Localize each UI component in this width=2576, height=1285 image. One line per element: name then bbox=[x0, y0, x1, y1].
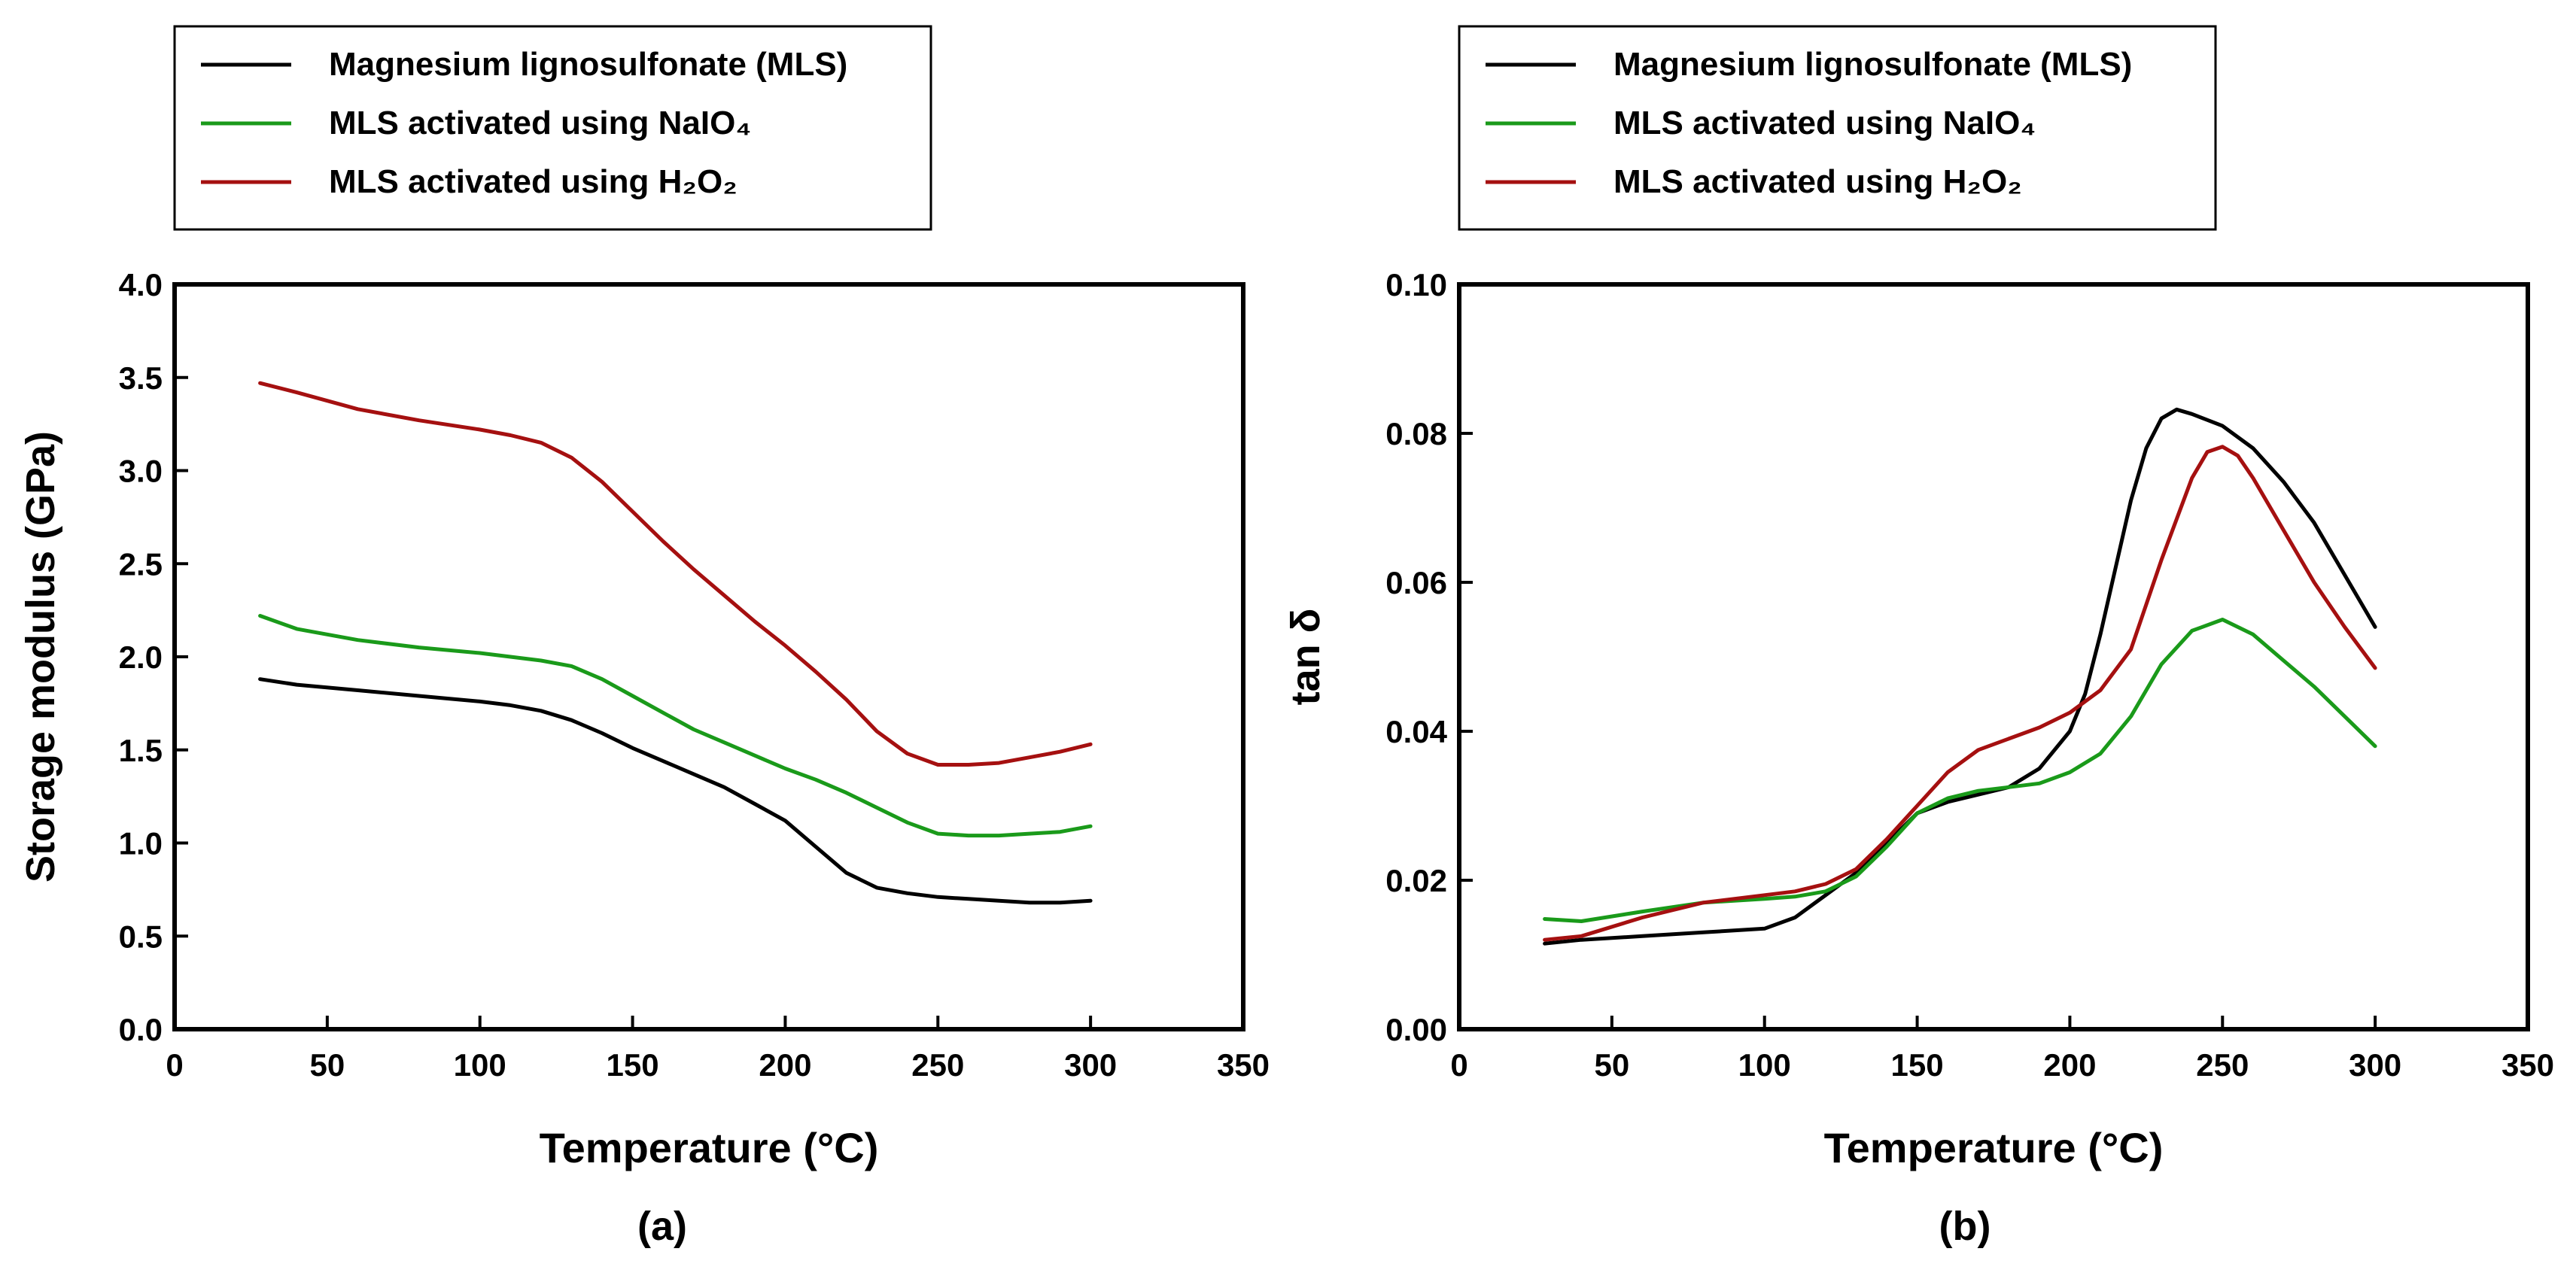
series-line-naio4 bbox=[1543, 618, 2377, 923]
x-tick-label: 50 bbox=[1594, 1047, 1629, 1083]
chart-a: Magnesium lignosulfonate (MLS) MLS activa… bbox=[18, 25, 1270, 1249]
x-tick-label: 200 bbox=[2043, 1047, 2096, 1083]
plot-frame bbox=[1457, 282, 2530, 1031]
y-tick-label: 2.0 bbox=[119, 639, 163, 675]
y-tick-label: 2.5 bbox=[119, 546, 163, 582]
x-tick-label: 0 bbox=[166, 1047, 183, 1083]
y-tick-label: 0.5 bbox=[119, 919, 163, 954]
x-tick-label: 250 bbox=[2196, 1047, 2249, 1083]
y-tick-label: 0.10 bbox=[1385, 267, 1447, 302]
x-tick-label: 50 bbox=[309, 1047, 345, 1083]
x-tick-label: 200 bbox=[759, 1047, 811, 1083]
x-tick-label: 300 bbox=[2349, 1047, 2401, 1083]
y-tick-label: 1.5 bbox=[119, 733, 163, 768]
y-tick-label: 0.06 bbox=[1385, 565, 1447, 600]
y-tick-label: 0.0 bbox=[119, 1012, 163, 1047]
panel-label: (b) bbox=[1939, 1204, 1991, 1249]
x-tick-label: 150 bbox=[1891, 1047, 1944, 1083]
plot-frame bbox=[172, 282, 1245, 1031]
y-tick-label: 0.04 bbox=[1385, 714, 1447, 749]
panel-a: Magnesium lignosulfonate (MLS) MLS activa… bbox=[0, 0, 1288, 1281]
panel-b: Magnesium lignosulfonate (MLS) MLS activa… bbox=[1283, 0, 2575, 1281]
legend-entry-mls: Magnesium lignosulfonate (MLS) bbox=[1613, 46, 2132, 83]
chart-b: Magnesium lignosulfonate (MLS) MLS activa… bbox=[1283, 25, 2554, 1249]
y-axis-label: Storage modulus (GPa) bbox=[18, 431, 63, 882]
y-tick-label: 0.00 bbox=[1385, 1012, 1447, 1047]
legend-entry-naio4: MLS activated using NaIO₄ bbox=[329, 105, 751, 141]
y-tick-label: 0.08 bbox=[1385, 416, 1447, 451]
x-tick-label: 250 bbox=[911, 1047, 964, 1083]
legend-entry-h2o2: MLS activated using H₂O₂ bbox=[1613, 163, 2022, 200]
x-axis-label: Temperature (°C) bbox=[1824, 1124, 2164, 1171]
x-tick-label: 350 bbox=[2501, 1047, 2554, 1083]
y-tick-label: 3.0 bbox=[119, 454, 163, 489]
y-tick-label: 3.5 bbox=[119, 360, 163, 396]
x-tick-label: 100 bbox=[454, 1047, 506, 1083]
legend-box bbox=[173, 25, 932, 231]
series-line-h2o2 bbox=[258, 381, 1093, 767]
panel-label: (a) bbox=[637, 1204, 687, 1249]
legend-entry-naio4: MLS activated using NaIO₄ bbox=[1613, 105, 2036, 141]
x-tick-label: 0 bbox=[1450, 1047, 1467, 1083]
y-tick-label: 0.02 bbox=[1385, 863, 1447, 898]
x-tick-label: 150 bbox=[607, 1047, 659, 1083]
x-axis-label: Temperature (°C) bbox=[540, 1124, 879, 1171]
legend-entry-h2o2: MLS activated using H₂O₂ bbox=[329, 163, 738, 200]
y-axis-label: tan δ bbox=[1288, 609, 1328, 706]
x-tick-label: 100 bbox=[1738, 1047, 1791, 1083]
series-line-mls bbox=[258, 677, 1093, 905]
series-line-h2o2 bbox=[1543, 445, 2377, 942]
y-tick-label: 1.0 bbox=[119, 826, 163, 861]
legend-box bbox=[1458, 25, 2217, 231]
series-line-mls bbox=[1543, 407, 2377, 946]
x-tick-label: 300 bbox=[1064, 1047, 1117, 1083]
series-line-naio4 bbox=[258, 614, 1093, 838]
legend-entry-mls: Magnesium lignosulfonate (MLS) bbox=[329, 46, 847, 83]
y-tick-label: 4.0 bbox=[119, 267, 163, 302]
x-tick-label: 350 bbox=[1217, 1047, 1270, 1083]
